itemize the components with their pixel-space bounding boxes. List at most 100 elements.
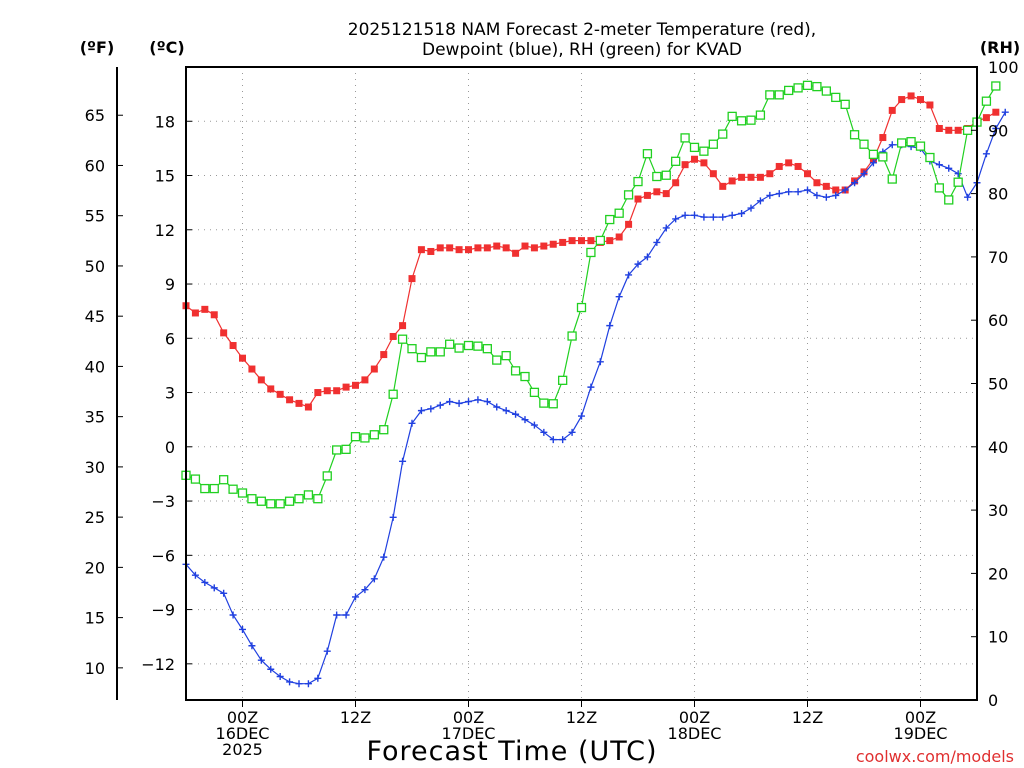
2-meter-temperature-point bbox=[907, 92, 915, 100]
celsius-tick-label: −12 bbox=[141, 655, 175, 674]
dewpoint-point bbox=[643, 253, 651, 261]
dewpoint-point bbox=[860, 170, 868, 178]
2-meter-temperature-point bbox=[945, 126, 953, 134]
celsius-tick-label: 15 bbox=[155, 167, 175, 186]
rh-point bbox=[633, 176, 643, 187]
rh-point bbox=[454, 343, 464, 353]
rh-point bbox=[784, 85, 794, 96]
rh-point bbox=[379, 425, 389, 435]
rh-point bbox=[915, 141, 926, 151]
2-meter-temperature-point bbox=[634, 195, 642, 203]
dewpoint-point bbox=[446, 398, 454, 406]
dewpoint-point bbox=[210, 584, 218, 592]
rh-point bbox=[529, 387, 540, 398]
2-meter-temperature-point bbox=[427, 247, 435, 255]
rh-point bbox=[661, 170, 671, 180]
x-tick-label: 18DEC bbox=[668, 724, 722, 743]
2-meter-temperature-point bbox=[888, 106, 896, 114]
rh-tick-label: 80 bbox=[988, 185, 1008, 204]
dewpoint-point bbox=[954, 170, 962, 178]
dewpoint-point bbox=[474, 396, 482, 404]
dewpoint-point bbox=[794, 188, 802, 196]
dewpoint-point bbox=[257, 656, 265, 664]
rh-point bbox=[736, 116, 747, 126]
2-meter-temperature-point bbox=[229, 342, 237, 350]
rh-point bbox=[802, 80, 813, 91]
dewpoint-point bbox=[728, 211, 736, 219]
rh-point bbox=[219, 475, 229, 485]
dewpoint-point bbox=[408, 419, 416, 427]
2-meter-temperature-point bbox=[540, 242, 548, 250]
2-meter-temperature-point bbox=[643, 191, 651, 199]
x-tick-label: 00Z bbox=[905, 708, 936, 727]
dewpoint-point bbox=[672, 215, 680, 223]
rh-point bbox=[407, 344, 417, 354]
dewpoint-point bbox=[766, 191, 774, 199]
2-meter-temperature-point bbox=[728, 177, 736, 185]
dewpoint-point bbox=[700, 213, 708, 221]
2-meter-temperature-point bbox=[276, 390, 284, 398]
2-meter-temperature-point bbox=[653, 188, 661, 196]
2-meter-temperature-point bbox=[662, 190, 670, 198]
2-meter-temperature-point bbox=[342, 383, 350, 391]
dewpoint-point bbox=[634, 260, 642, 268]
dewpoint-point bbox=[248, 642, 256, 650]
rh-point bbox=[727, 111, 737, 122]
fahrenheit-tick-label: 25 bbox=[85, 508, 105, 527]
fahrenheit-unit-label: (ºF) bbox=[80, 38, 115, 57]
rh-point bbox=[953, 177, 963, 187]
dewpoint-point bbox=[709, 213, 717, 221]
dewpoint-point bbox=[276, 672, 284, 680]
dewpoint-point bbox=[945, 164, 953, 172]
2-meter-temperature-point bbox=[323, 387, 331, 395]
rh-point bbox=[925, 152, 935, 163]
2-meter-temperature-point bbox=[502, 244, 510, 252]
rh-tick-label: 40 bbox=[988, 438, 1008, 457]
2-meter-temperature-point bbox=[756, 173, 764, 181]
rh-point bbox=[652, 171, 662, 182]
dewpoint-point bbox=[785, 188, 793, 196]
dewpoint-point bbox=[1001, 108, 1009, 116]
dewpoint-point bbox=[841, 186, 849, 194]
celsius-tick-label: 3 bbox=[165, 384, 175, 403]
2-meter-temperature-point bbox=[992, 108, 1000, 116]
x-tick-label: 12Z bbox=[792, 708, 823, 727]
dewpoint-point bbox=[606, 322, 614, 330]
2-meter-temperature-point bbox=[201, 305, 209, 313]
rh-point bbox=[934, 183, 944, 193]
dewpoint-point bbox=[982, 150, 990, 158]
rh-point bbox=[200, 483, 210, 494]
dewpoint-point bbox=[417, 407, 425, 415]
fahrenheit-tick-label: 40 bbox=[85, 357, 105, 376]
fahrenheit-tick-label: 55 bbox=[85, 207, 105, 226]
rh-point bbox=[303, 490, 314, 500]
2-meter-temperature-point bbox=[813, 179, 821, 187]
2-meter-temperature-point bbox=[191, 309, 199, 317]
rh-point bbox=[755, 110, 766, 120]
rh-point bbox=[962, 125, 973, 135]
2-meter-temperature-point bbox=[691, 155, 698, 163]
2-meter-temperature-point bbox=[370, 365, 378, 373]
dewpoint-point bbox=[342, 611, 350, 619]
rh-point bbox=[275, 499, 285, 509]
source-credit: coolwx.com/models bbox=[856, 747, 1014, 766]
dewpoint-point bbox=[691, 211, 698, 219]
rh-point bbox=[897, 138, 907, 148]
2-meter-temperature-point bbox=[257, 376, 265, 384]
2-meter-temperature-point bbox=[220, 329, 228, 337]
dewpoint-point bbox=[427, 405, 435, 413]
dewpoint-point bbox=[596, 358, 604, 366]
dewpoint-point bbox=[992, 124, 1000, 132]
dewpoint-point bbox=[549, 436, 557, 444]
2-meter-temperature-point bbox=[549, 240, 557, 248]
dewpoint-point bbox=[756, 197, 764, 205]
rh-point bbox=[416, 352, 427, 363]
rh-point bbox=[831, 92, 841, 103]
2-meter-temperature-point bbox=[982, 114, 990, 122]
rh-point bbox=[463, 340, 474, 351]
dewpoint-point bbox=[352, 593, 359, 601]
dewpoint-point bbox=[333, 611, 341, 619]
fahrenheit-tick-label: 20 bbox=[85, 558, 105, 577]
x-tick-label: 12Z bbox=[340, 708, 371, 727]
dewpoint-point bbox=[502, 407, 510, 415]
